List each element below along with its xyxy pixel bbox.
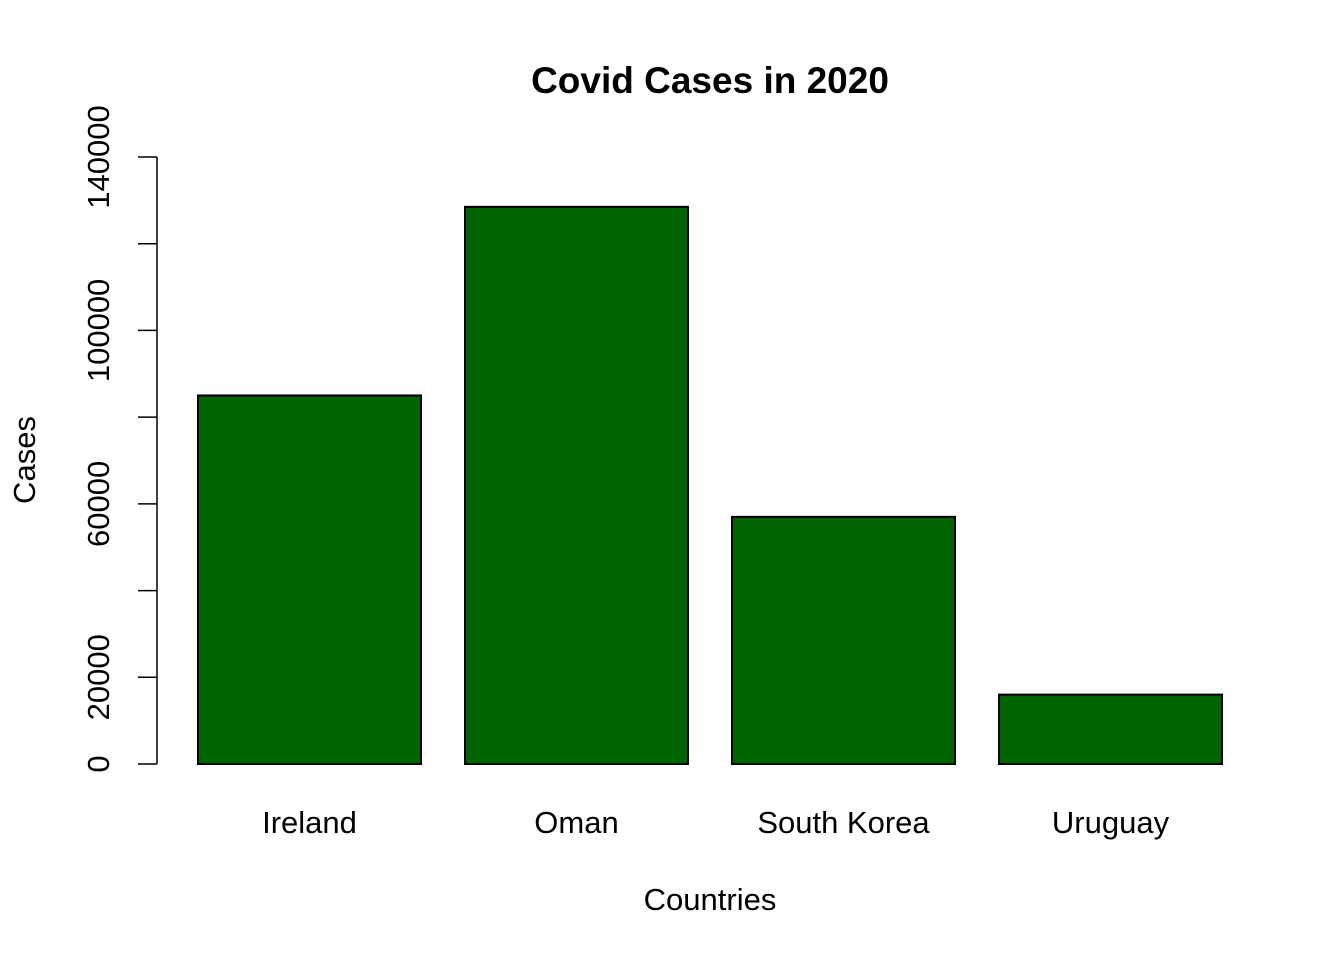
y-axis: 0 20000 60000 100000 140000 bbox=[81, 105, 158, 773]
bar-south-korea bbox=[731, 515, 956, 765]
y-tick-label: 0 bbox=[81, 755, 116, 772]
y-tick-label: 140000 bbox=[81, 105, 116, 208]
bars-group bbox=[197, 205, 1223, 766]
y-axis-title: Cases bbox=[7, 416, 42, 504]
x-axis-title: Countries bbox=[644, 882, 777, 917]
bar-oman bbox=[464, 205, 689, 765]
x-category-label: Oman bbox=[534, 805, 618, 840]
y-tick-label: 60000 bbox=[81, 461, 116, 547]
x-category-label: Ireland bbox=[262, 805, 357, 840]
bar-uruguay bbox=[998, 693, 1223, 766]
chart-title: Covid Cases in 2020 bbox=[531, 60, 889, 101]
bar-ireland bbox=[197, 394, 422, 765]
y-tick-label: 20000 bbox=[81, 634, 116, 720]
x-axis-category-labels: Ireland Oman South Korea Uruguay bbox=[262, 805, 1169, 840]
x-category-label: South Korea bbox=[757, 805, 930, 840]
x-category-label: Uruguay bbox=[1052, 805, 1170, 840]
y-tick-label: 100000 bbox=[81, 279, 116, 382]
